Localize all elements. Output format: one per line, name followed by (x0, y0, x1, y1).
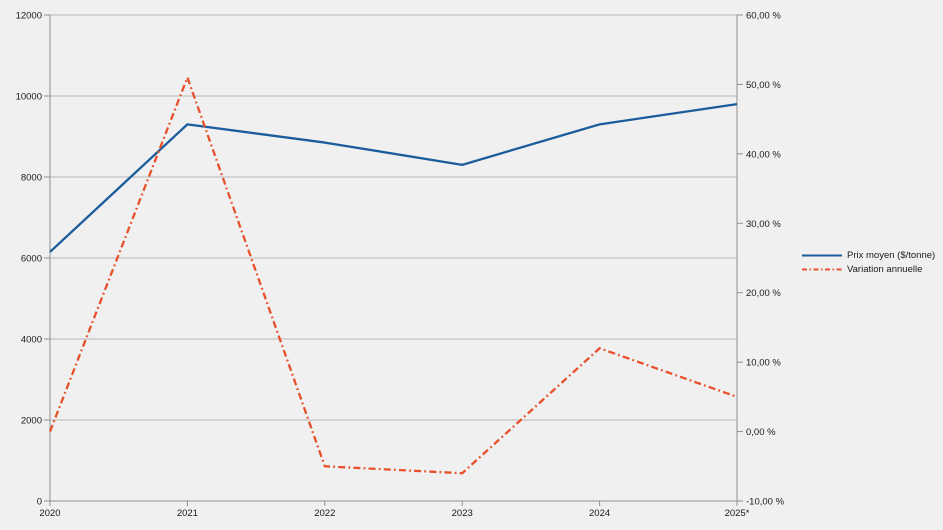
y-left-tick-label: 4000 (21, 335, 42, 346)
axes: 0 2000 4000 6000 8000 10000 12000 -10,00 % 0,00 … (16, 11, 785, 520)
y-right-tick-label: 60,00 % (746, 11, 781, 22)
chart-legend: Prix moyen ($/tonne) Variation annuelle (801, 249, 935, 276)
y-left-tick-label: 10000 (16, 92, 42, 103)
y-left-tick-label: 12000 (16, 11, 42, 22)
y-right-tick-label: 50,00 % (746, 80, 781, 91)
y-right-tick-label: 20,00 % (746, 288, 781, 299)
legend-item-prix-moyen: Prix moyen ($/tonne) (801, 249, 935, 262)
legend-label-variation-annuelle: Variation annuelle (847, 264, 923, 275)
y-right-tick-label: 0,00 % (746, 427, 776, 438)
y-right-tick-label: 10,00 % (746, 358, 781, 369)
y-left-tick-label: 6000 (21, 254, 42, 265)
x-tick-label: 2024 (589, 508, 610, 519)
x-tick-label: 2023 (452, 508, 473, 519)
series-line-1 (48, 76, 738, 475)
gridlines (50, 14, 737, 502)
legend-line-sample-solid (802, 254, 842, 257)
legend-item-variation-annuelle: Variation annuelle (801, 263, 935, 276)
x-tick-label: 2025* (725, 508, 750, 519)
x-tick-label: 2020 (39, 508, 60, 519)
y-right-tick-label: 40,00 % (746, 149, 781, 160)
legend-line-sample-dashdot (802, 268, 842, 271)
y-left-tick-label: 2000 (21, 416, 42, 427)
y-left-tick-label: 0 (37, 497, 42, 508)
y-right-tick-label: 30,00 % (746, 219, 781, 230)
x-tick-label: 2022 (314, 508, 335, 519)
y-right-tick-label: -10,00 % (746, 497, 785, 508)
y-left-tick-label: 8000 (21, 173, 42, 184)
series-line-0 (49, 102, 738, 253)
x-tick-label: 2021 (177, 508, 198, 519)
legend-label-prix-moyen: Prix moyen ($/tonne) (847, 250, 936, 261)
